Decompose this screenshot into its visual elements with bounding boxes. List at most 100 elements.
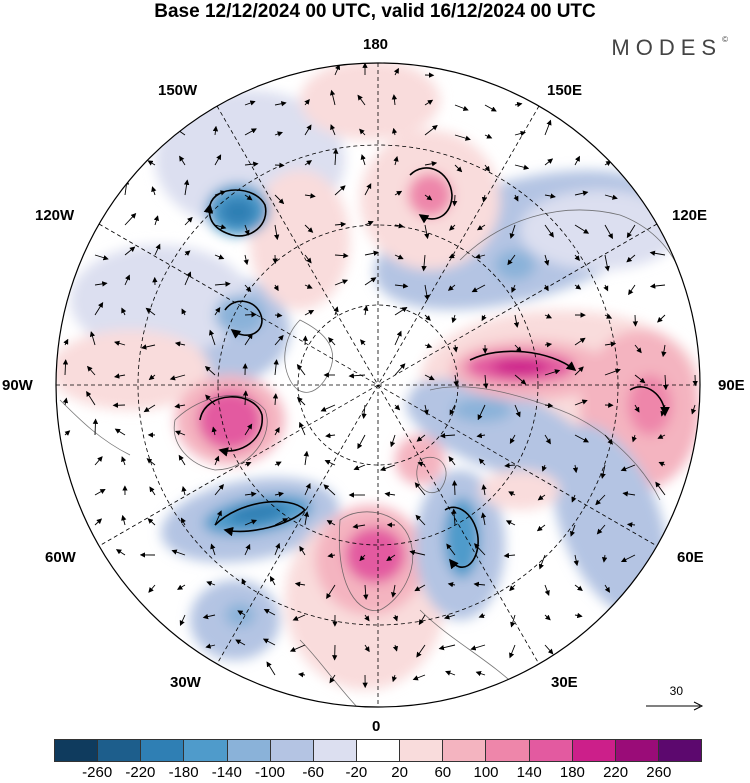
wind-vector (214, 254, 225, 260)
wind-vector (348, 373, 366, 379)
wind-vector (394, 283, 409, 289)
wind-vector (244, 491, 257, 497)
wind-vector (604, 341, 617, 347)
wind-vector (449, 224, 456, 231)
wind-vector (634, 344, 642, 354)
wind-vector (64, 430, 71, 436)
wind-vector (574, 612, 583, 619)
wind-vector (303, 450, 309, 466)
wind-vector (334, 185, 346, 196)
colorbar-swatch (55, 740, 99, 761)
wind-vector (513, 194, 519, 202)
colorbar-swatch (400, 740, 444, 761)
wind-vector (205, 643, 216, 649)
wind-vector (94, 518, 103, 526)
wind-vector (424, 284, 430, 301)
wind-vector (661, 344, 667, 358)
wind-vector (474, 253, 486, 259)
wind-vector (174, 403, 186, 409)
colorbar-ticks: -260 -220 -180 -140 -100 -60 -20 20 60 100 140 180 2… (54, 764, 702, 782)
wind-vector (364, 644, 370, 653)
wind-vector (304, 482, 311, 496)
wind-vector (364, 220, 374, 226)
colorbar-tick-label: -220 (125, 764, 156, 781)
wind-vector (691, 404, 697, 415)
wind-vector (94, 254, 109, 261)
circulation-lines (199, 167, 670, 570)
wind-vector (237, 610, 246, 616)
wind-vector (574, 434, 589, 443)
wind-vector (169, 374, 186, 381)
wind-vector (273, 284, 279, 292)
colorbar-tick-label: 220 (603, 764, 629, 781)
wind-vector (634, 404, 640, 413)
wind-vector (481, 314, 487, 322)
wind-vector (235, 639, 246, 646)
wind-vector (325, 432, 336, 439)
wind-vector (392, 614, 399, 622)
wind-vector (62, 359, 69, 376)
wind-vector (449, 404, 456, 416)
modes-logo: MODES© (611, 35, 728, 60)
wind-vector (509, 434, 516, 444)
wind-vector (626, 522, 636, 528)
wind-vector (574, 190, 589, 196)
wind-vector (448, 456, 456, 466)
wind-vector (210, 543, 216, 556)
lon-label-120e: 120E (672, 207, 708, 224)
wind-vector (451, 314, 457, 324)
reference-vector-label: 30 (669, 684, 683, 698)
colorbar-tick-label: -60 (302, 764, 325, 781)
wind-vector (571, 494, 577, 503)
wind-vector (171, 549, 186, 556)
colorbar-swatch (529, 740, 573, 761)
wind-vector (393, 156, 399, 166)
wind-vector (179, 155, 186, 166)
wind-vector (392, 644, 399, 652)
wind-vectors (62, 63, 698, 689)
wind-vector (244, 128, 257, 136)
wind-vector (438, 644, 456, 651)
wind-vector (274, 194, 285, 205)
wind-vector (364, 183, 372, 196)
wind-vector (475, 671, 486, 677)
wind-vector (620, 554, 636, 563)
wind-vector (393, 67, 399, 76)
colorbar-tick-label: 20 (391, 764, 408, 781)
wind-vector (544, 158, 554, 166)
wind-vector (364, 614, 370, 622)
wind-vector (603, 284, 609, 292)
map-boundary (55, 62, 701, 708)
wind-vector (574, 584, 583, 592)
wind-vector (514, 130, 526, 137)
wind-vector (484, 104, 497, 112)
wind-vector (320, 404, 336, 412)
wind-vector (242, 390, 249, 406)
wind-vector (184, 271, 192, 286)
wind-vector (273, 359, 279, 376)
wind-vector (353, 464, 366, 471)
wind-vector (454, 164, 463, 173)
wind-vector (141, 344, 156, 350)
wind-vector (471, 284, 486, 293)
wind-vector (357, 94, 366, 106)
wind-vector (359, 554, 366, 562)
wind-vector (63, 338, 69, 346)
wind-vector (538, 554, 546, 570)
wind-vector (544, 224, 554, 238)
wind-vector (424, 343, 433, 349)
wind-vector (274, 334, 284, 346)
wind-vector (386, 554, 396, 562)
wind-vector (620, 464, 636, 472)
wind-vector (304, 124, 312, 136)
wind-vector (183, 179, 190, 196)
wind-vector (544, 584, 550, 596)
wind-vector (114, 340, 126, 346)
wind-vector (326, 520, 336, 526)
wind-vector (439, 432, 456, 439)
map-title: Base 12/12/2024 00 UTC, valid 16/12/2024… (154, 1, 596, 22)
wind-vector (214, 154, 222, 166)
wind-vector (184, 216, 193, 226)
wind-vector (536, 524, 546, 532)
wind-vector (480, 512, 487, 526)
